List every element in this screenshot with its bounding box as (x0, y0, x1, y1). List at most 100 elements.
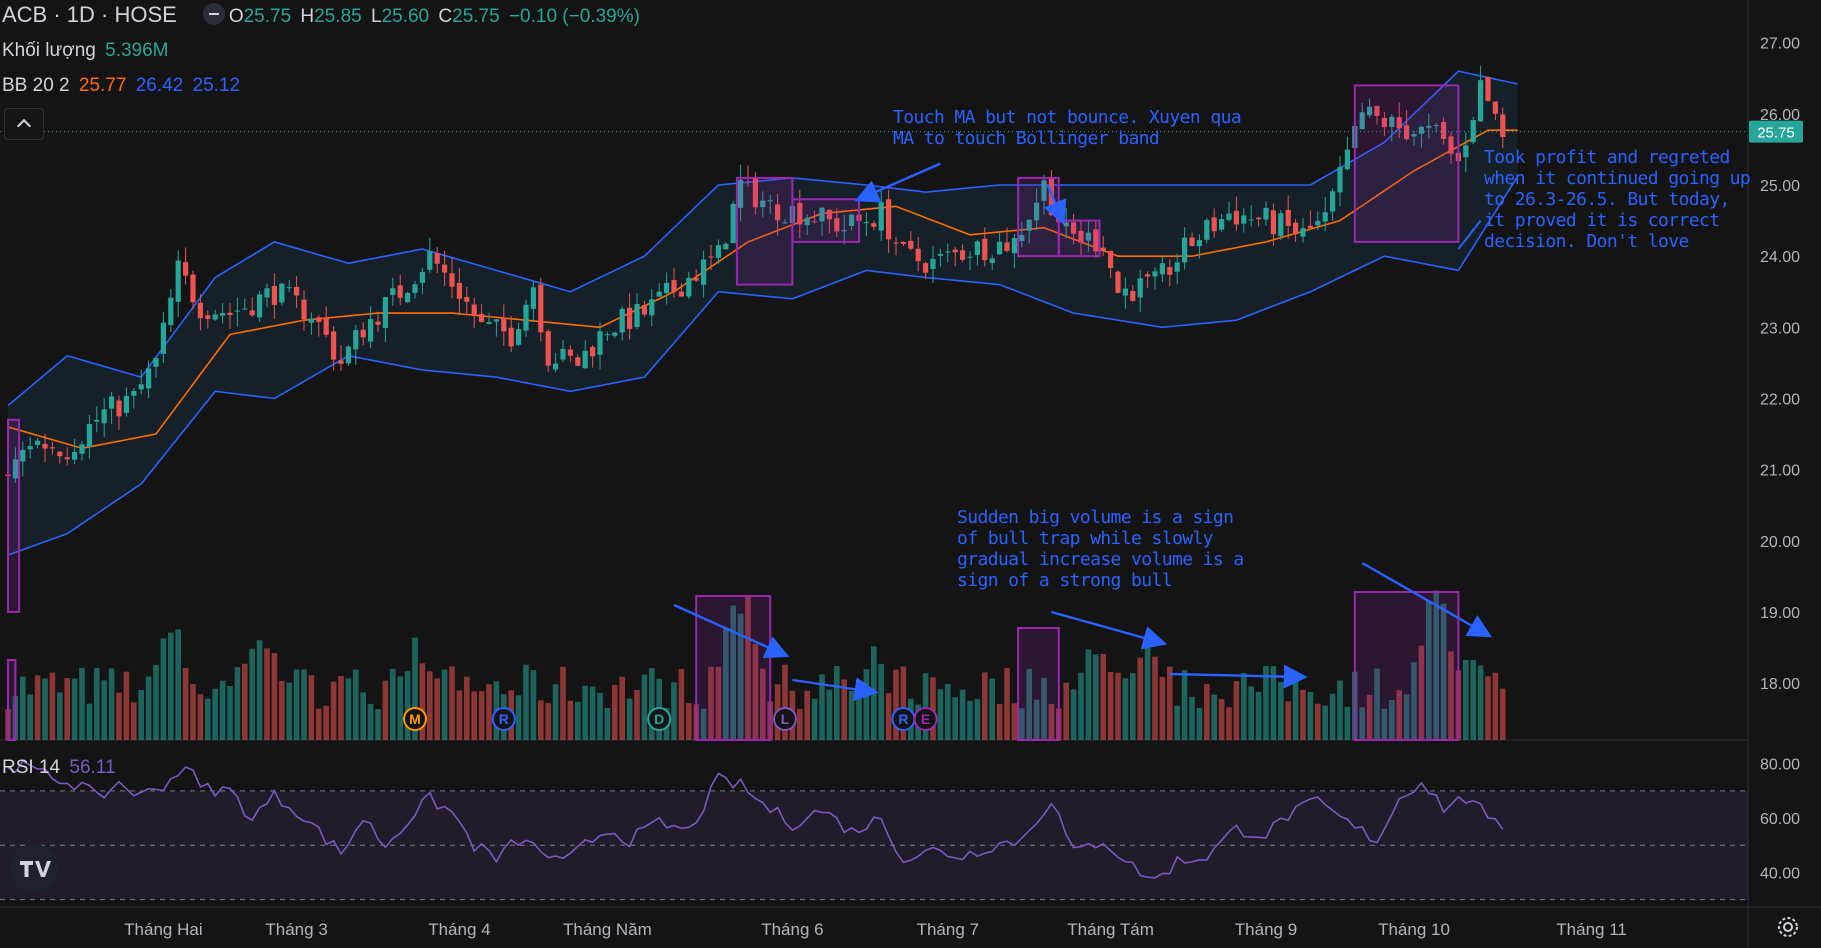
volume-bar (1181, 670, 1188, 740)
candle-body (567, 349, 573, 356)
rsi-legend[interactable]: RSI 14 56.11 (2, 757, 120, 779)
candle-body (294, 287, 300, 296)
volume-bar (486, 684, 492, 740)
candle-body (419, 271, 425, 283)
volume-bar (1278, 682, 1284, 740)
candle-body (375, 321, 381, 325)
candle-body (183, 262, 189, 276)
annotation-box (1017, 176, 1060, 258)
settings-gear-icon[interactable] (1776, 915, 1800, 939)
annotation-boxes (7, 84, 1460, 741)
volume-bar (101, 680, 107, 740)
volume-bar (367, 703, 374, 740)
bb-legend[interactable]: BB 20 2 25.77 26.42 25.12 (2, 75, 244, 97)
volume-note-line: sign of a strong bull (957, 570, 1172, 591)
last-price-tag (1749, 120, 1803, 143)
event-marker (647, 707, 672, 731)
volume-bar (64, 677, 70, 740)
candle-body (701, 259, 707, 285)
volume-bar (1418, 645, 1425, 740)
volume-bar (1248, 686, 1254, 740)
volume-bars (5, 590, 1506, 740)
visibility-icon[interactable] (202, 3, 225, 25)
volume-note-line: Sudden big volume is a sign (957, 507, 1233, 528)
candle-body (1226, 213, 1232, 220)
volume-bar (708, 666, 714, 740)
axes: 25.75 18.00 19.00 20.00 21.00 22.00 23.00 24.00… (0, 36, 1803, 939)
candle-body (353, 330, 359, 350)
last-price-label: 25.75 (1757, 125, 1795, 142)
volume-bar (575, 701, 581, 740)
volume-bar (1174, 705, 1180, 740)
ma-note-line: MA to touch Bollinger band (893, 128, 1159, 149)
volume-bar (737, 613, 744, 740)
candle-body (1248, 219, 1254, 221)
volume-bar (27, 694, 33, 740)
price-tick-label: 21.00 (1760, 463, 1800, 480)
candle-body (79, 444, 85, 454)
candle-body (797, 202, 803, 225)
candle-body (64, 457, 70, 460)
volume-bar (293, 669, 300, 740)
annotation-arrow (1361, 561, 1493, 638)
event-marker-letter: D (654, 711, 664, 727)
volume-legend[interactable]: Khối lượng 5.396M (2, 40, 173, 62)
candle-body (760, 200, 766, 208)
rsi-value: 56.11 (69, 757, 116, 778)
candle-body (1359, 112, 1365, 130)
volume-bar (826, 689, 833, 740)
volume-bar (619, 676, 625, 740)
volume-bar (523, 664, 529, 740)
time-tick-label: Tháng 4 (428, 920, 490, 939)
volume-bar (1477, 665, 1484, 740)
volume-bar (597, 692, 603, 740)
annotation-box (1057, 219, 1101, 258)
candle-body (708, 256, 714, 258)
volume-bar (1130, 673, 1136, 740)
candle-body (57, 451, 63, 457)
volume-bar (256, 640, 263, 740)
candle-body (1152, 271, 1158, 277)
event-marker-letter: M (409, 711, 421, 727)
candle-body (1204, 220, 1210, 240)
volume-bar (760, 668, 766, 740)
annotation-box (1353, 84, 1460, 243)
volume-bar (464, 676, 470, 740)
candle-body (1337, 166, 1343, 193)
open-value: 25.75 (243, 6, 292, 27)
candle-body (331, 331, 337, 360)
candle-body (131, 390, 137, 396)
volume-bar (782, 664, 788, 740)
candle-body (190, 274, 196, 303)
volume-bar (345, 678, 352, 740)
volume-bar (1063, 682, 1069, 740)
candle-body (893, 242, 899, 244)
candle-body (390, 288, 396, 296)
tradingview-logo-icon[interactable] (10, 844, 58, 892)
volume-bar (1359, 707, 1365, 740)
candle-body (464, 296, 470, 302)
candle-body (1256, 217, 1262, 220)
candle-body (1300, 228, 1306, 237)
symbol-title[interactable]: ACB · 1D · HOSE (2, 2, 177, 27)
candle-body (834, 218, 840, 232)
candle-body (471, 304, 477, 316)
bb-lower-line (7, 176, 1519, 556)
candle-body (72, 451, 78, 460)
price-tick-label: 20.00 (1760, 534, 1800, 551)
volume-bar (612, 684, 618, 740)
candle-body (989, 258, 995, 263)
candle-body (900, 241, 906, 244)
candle-body (664, 282, 670, 294)
volume-bar (1026, 668, 1032, 740)
bb-lower-value: 25.12 (192, 75, 241, 96)
volume-bar (390, 668, 396, 740)
candle-body (109, 396, 115, 409)
volume-bar (160, 638, 167, 740)
candle-body (138, 384, 144, 390)
collapse-legend-button[interactable] (4, 108, 44, 140)
volume-bar (811, 698, 818, 740)
